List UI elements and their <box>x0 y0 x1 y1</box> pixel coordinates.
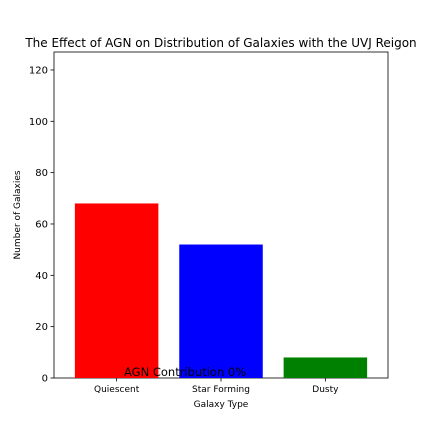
x-tick-label: Star Forming <box>192 385 250 395</box>
y-tick-label: 0 <box>42 374 48 385</box>
y-tick-label: 20 <box>35 322 48 333</box>
bar-star-forming <box>179 244 263 378</box>
y-tick-label: 80 <box>35 168 48 179</box>
x-tick-label: Quiescent <box>94 385 140 395</box>
agn-contribution-annotation: AGN Contribution 0% <box>124 365 246 379</box>
x-tick-label: Dusty <box>312 385 339 395</box>
bar-group <box>74 203 368 378</box>
y-tick-label: 100 <box>29 117 48 128</box>
bar-dusty <box>283 357 368 378</box>
y-axis: 0 20 40 60 80 100 120 <box>29 65 54 385</box>
chart-title: The Effect of AGN on Distribution of Gal… <box>24 36 416 50</box>
y-tick-label: 120 <box>29 65 48 76</box>
y-tick-label: 40 <box>35 271 48 282</box>
bar-quiescent <box>74 203 159 378</box>
x-axis-label: Galaxy Type <box>194 400 249 410</box>
y-axis-label: Number of Galaxies <box>13 170 23 259</box>
y-tick-label: 60 <box>35 219 48 230</box>
x-axis: Quiescent Star Forming Dusty <box>94 378 339 395</box>
